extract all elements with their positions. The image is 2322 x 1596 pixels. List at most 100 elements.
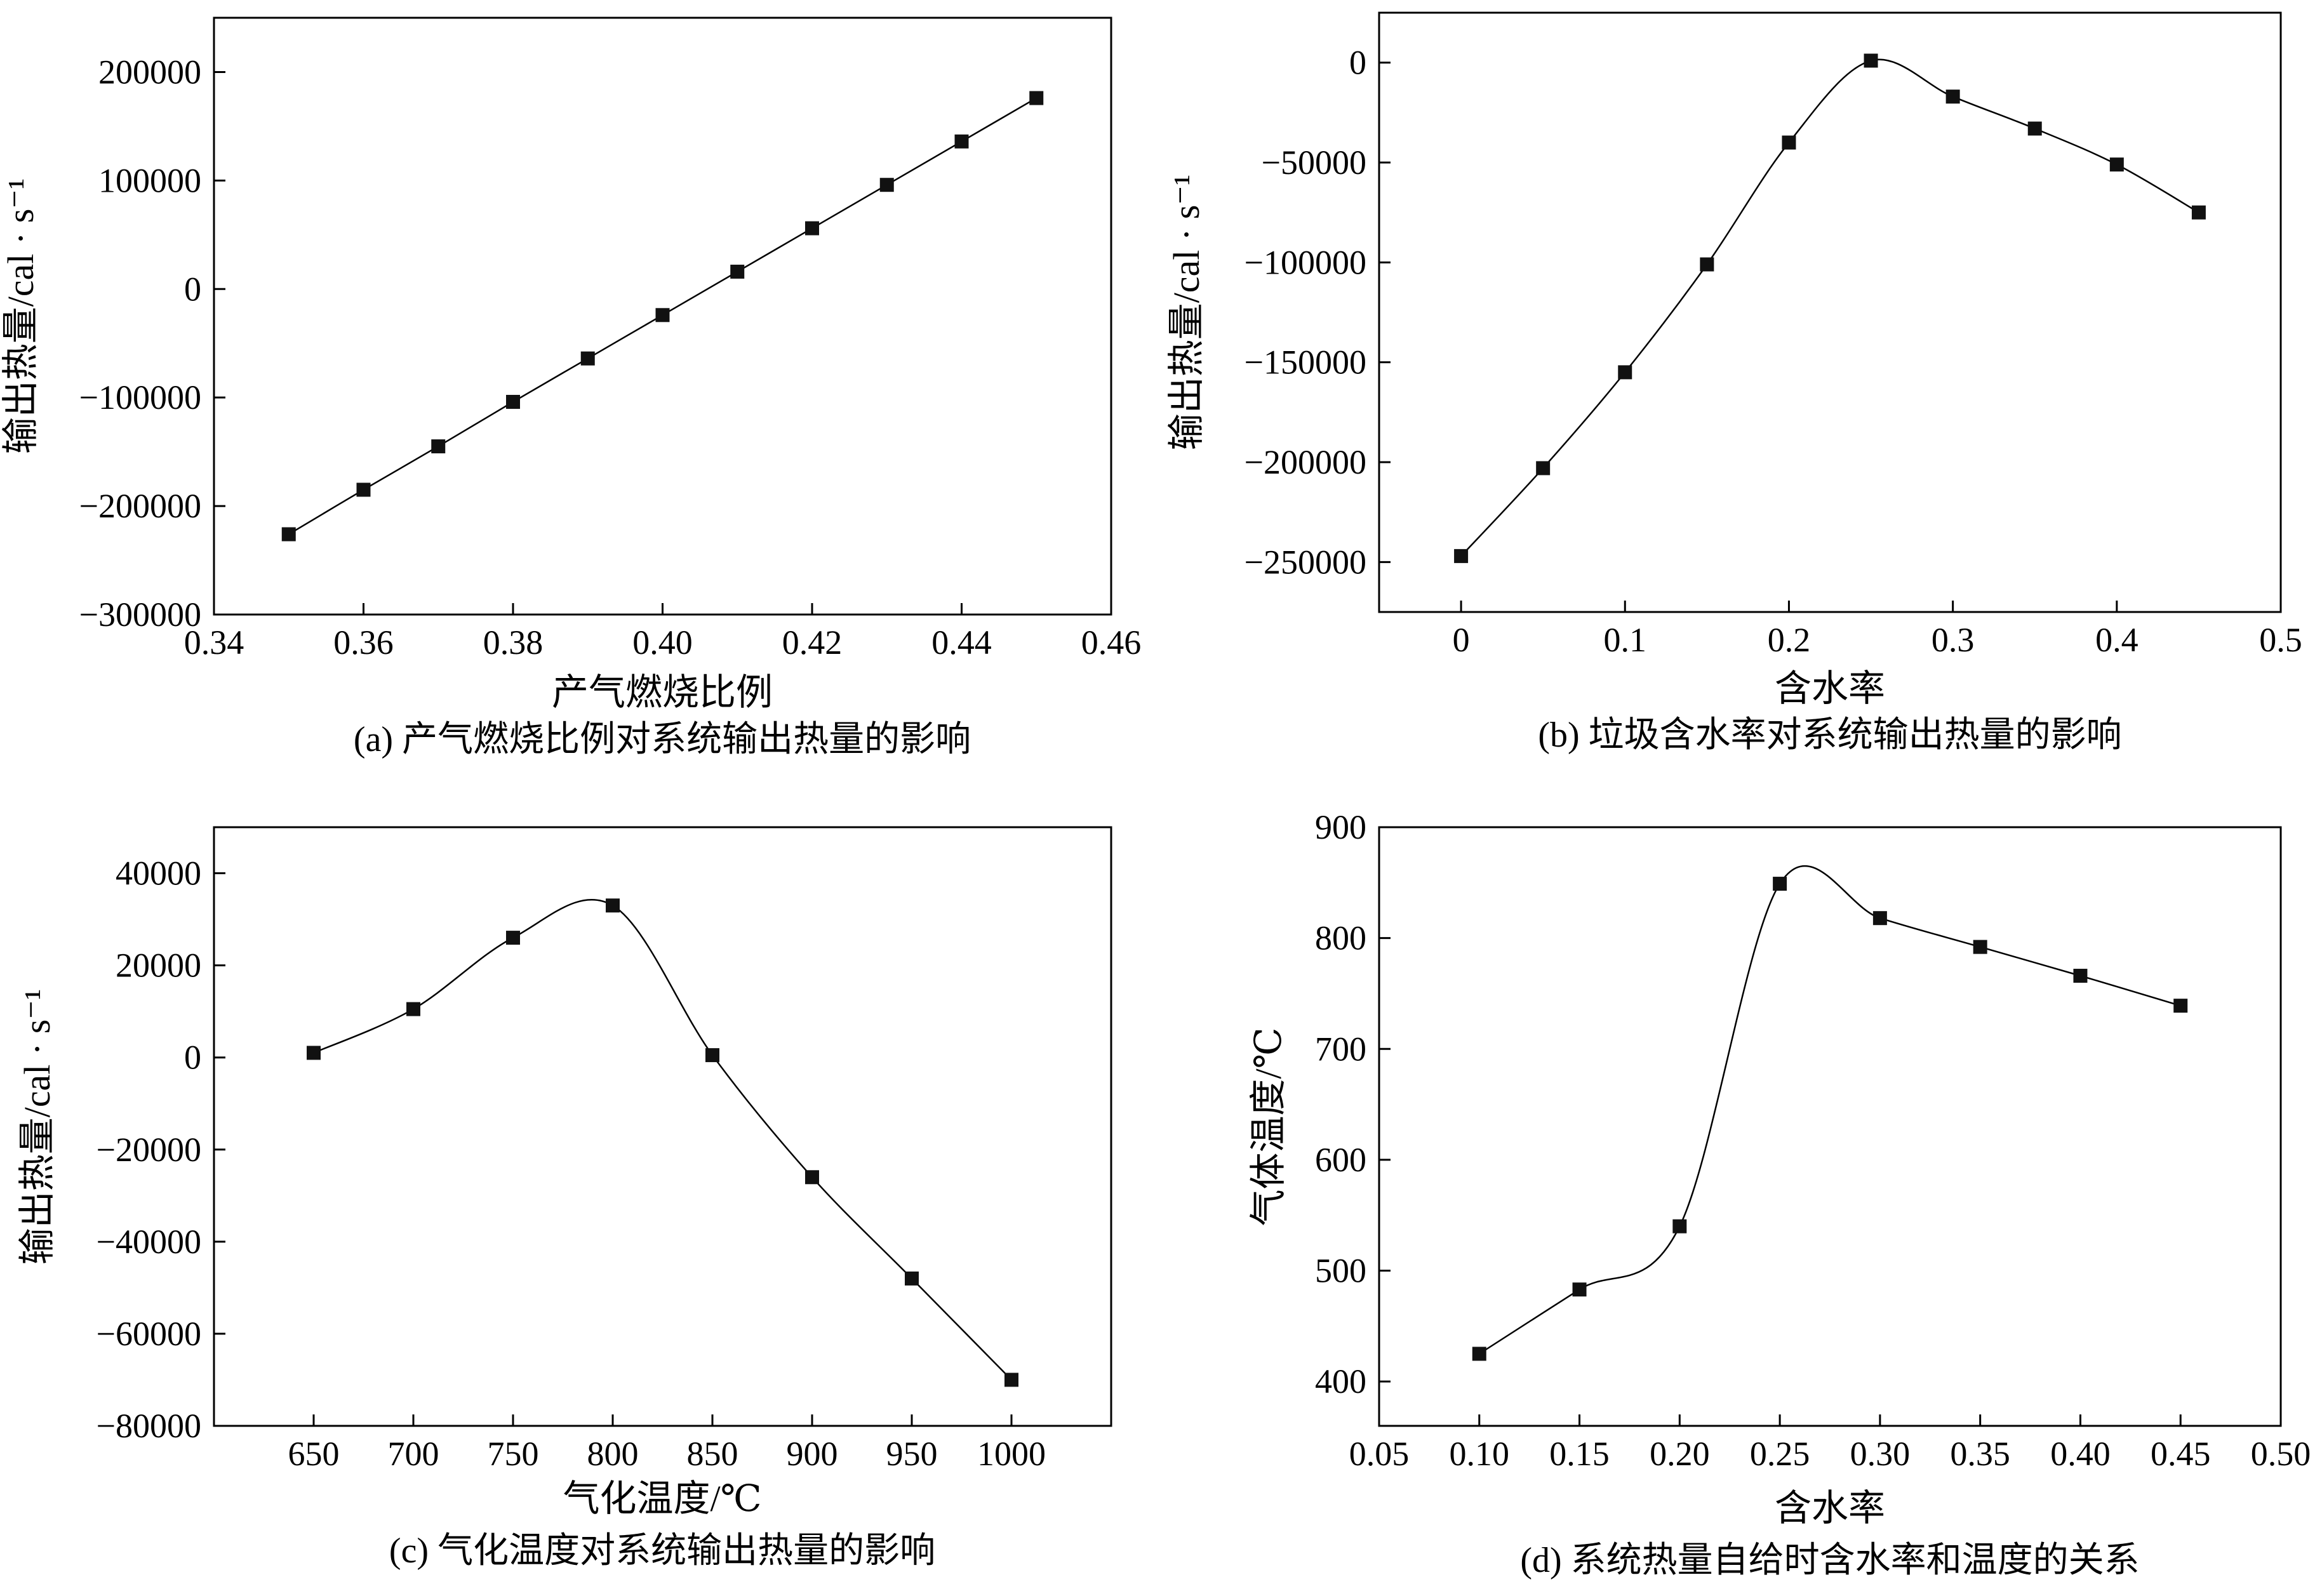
series-line: [1460, 58, 2199, 557]
y-tick-label: −80000: [97, 1407, 201, 1445]
y-tick-label: 200000: [98, 53, 201, 91]
data-point: [1618, 365, 1632, 380]
x-axis-label: 含水率: [1775, 1487, 1885, 1529]
x-axis-label: 含水率: [1775, 668, 1885, 709]
y-tick-label: −250000: [1244, 543, 1366, 581]
data-point: [2191, 205, 2206, 220]
data-point: [1945, 90, 1960, 104]
y-tick-label: −20000: [97, 1131, 201, 1169]
y-tick-label: −150000: [1244, 343, 1366, 382]
x-tick-label: 0.50: [2251, 1435, 2311, 1473]
panel-caption: (c) 气化温度对系统输出热量的影响: [389, 1531, 935, 1571]
x-tick-label: 0.45: [2151, 1435, 2211, 1473]
x-tick-label: 700: [388, 1435, 439, 1473]
data-point: [730, 264, 745, 279]
y-tick-label: 0: [184, 270, 201, 308]
x-tick-label: 0.42: [782, 623, 843, 662]
y-tick-label: 40000: [116, 855, 201, 893]
data-point: [580, 351, 595, 366]
x-tick-label: 0.3: [1932, 621, 1975, 659]
data-point: [1472, 1347, 1486, 1361]
y-tick-label: 800: [1315, 919, 1366, 957]
chart-panel-3: 650 700 750 800 850 900 950 1000 40000 20000 0 −200…: [17, 826, 1112, 1571]
x-tick-label: 0.36: [333, 623, 394, 662]
y-tick-label: −200000: [1244, 443, 1366, 481]
plot-frame: [213, 826, 1112, 1427]
series-line: [313, 898, 1012, 1381]
x-tick-label: 0: [1453, 621, 1470, 659]
x-tick-label: 0.4: [2095, 621, 2139, 659]
y-axis-label: 气体温度/℃: [1248, 1028, 1289, 1227]
x-tick-label: 0.30: [1850, 1435, 1911, 1473]
data-point: [879, 178, 894, 192]
x-tick-label: 0.38: [483, 623, 544, 662]
data-point: [2109, 157, 2124, 172]
data-point: [506, 931, 520, 945]
data-point: [1872, 911, 1887, 926]
x-tick-label: 650: [288, 1435, 340, 1473]
y-tick-label: −100000: [79, 378, 201, 416]
y-tick-label: 500: [1315, 1252, 1366, 1290]
data-point: [2073, 969, 2088, 983]
x-tick-label: 0.25: [1750, 1435, 1810, 1473]
data-point: [1864, 53, 1878, 68]
data-point: [606, 898, 620, 913]
panel-caption: (b) 垃圾含水率对系统输出热量的影响: [1538, 715, 2121, 755]
data-point: [1004, 1373, 1018, 1387]
x-tick-label: 0.40: [2050, 1435, 2111, 1473]
y-tick-label: 700: [1315, 1030, 1366, 1068]
panel-caption: (d) 系统热量自给时含水率和温度的关系: [1520, 1541, 2139, 1580]
data-point: [1700, 257, 1714, 272]
y-tick-label: 400: [1315, 1362, 1366, 1400]
data-point: [1672, 1219, 1687, 1234]
x-tick-label: 0.40: [632, 623, 693, 662]
y-tick-label: 0: [1349, 44, 1366, 82]
x-tick-label: 0.35: [1950, 1435, 2010, 1473]
x-tick-label: 1000: [977, 1435, 1046, 1473]
data-point: [2173, 999, 2188, 1013]
series-line: [1479, 865, 2181, 1355]
x-tick-label: 0.2: [1768, 621, 1811, 659]
x-tick-label: 0.46: [1081, 623, 1142, 662]
data-point: [406, 1002, 420, 1016]
data-point: [1973, 940, 1987, 954]
plot-frame: [1378, 826, 2282, 1427]
x-tick-label: 0.44: [931, 623, 992, 662]
data-point: [281, 527, 296, 542]
y-tick-label: 900: [1315, 808, 1366, 846]
y-tick-label: 0: [184, 1039, 201, 1077]
data-point: [1536, 461, 1551, 475]
panel-caption: (a) 产气燃烧比例对系统输出热量的影响: [354, 720, 971, 759]
y-tick-label: −200000: [79, 487, 201, 525]
y-axis-label: 输出热量/cal · s⁻¹: [1166, 175, 1207, 451]
x-tick-label: 0.20: [1650, 1435, 1710, 1473]
x-tick-label: 950: [886, 1435, 938, 1473]
data-point: [431, 439, 446, 454]
data-point: [954, 134, 969, 149]
chart-panel-4: 0.05 0.10 0.15 0.20 0.25 0.30 0.35 0.40 0.45 0.50…: [1248, 808, 2311, 1580]
data-point: [1454, 549, 1469, 563]
chart-panel-2: 0 0.1 0.2 0.3 0.4 0.5 0 −50000 −100000 −150000 −20…: [1166, 11, 2302, 755]
plot-frame: [1378, 11, 2282, 613]
x-axis-label: 气化温度/℃: [563, 1478, 762, 1519]
y-tick-label: −300000: [79, 595, 201, 634]
data-point: [1782, 135, 1796, 150]
x-tick-label: 850: [687, 1435, 738, 1473]
y-tick-label: −60000: [97, 1315, 201, 1353]
data-point: [655, 308, 670, 323]
x-axis-label: 产气燃烧比例: [552, 672, 773, 713]
data-point: [356, 482, 371, 497]
y-tick-label: 20000: [116, 947, 201, 985]
data-point: [705, 1048, 719, 1063]
x-tick-label: 0.05: [1349, 1435, 1410, 1473]
x-tick-label: 800: [587, 1435, 639, 1473]
y-tick-label: 100000: [98, 161, 201, 199]
y-axis-label: 输出热量/cal · s⁻¹: [17, 989, 58, 1265]
x-tick-label: 750: [488, 1435, 539, 1473]
y-tick-label: −100000: [1244, 243, 1366, 281]
x-tick-label: 0.1: [1604, 621, 1647, 659]
data-point: [805, 1170, 819, 1185]
x-tick-label: 0.15: [1549, 1435, 1610, 1473]
data-point: [1773, 877, 1787, 891]
